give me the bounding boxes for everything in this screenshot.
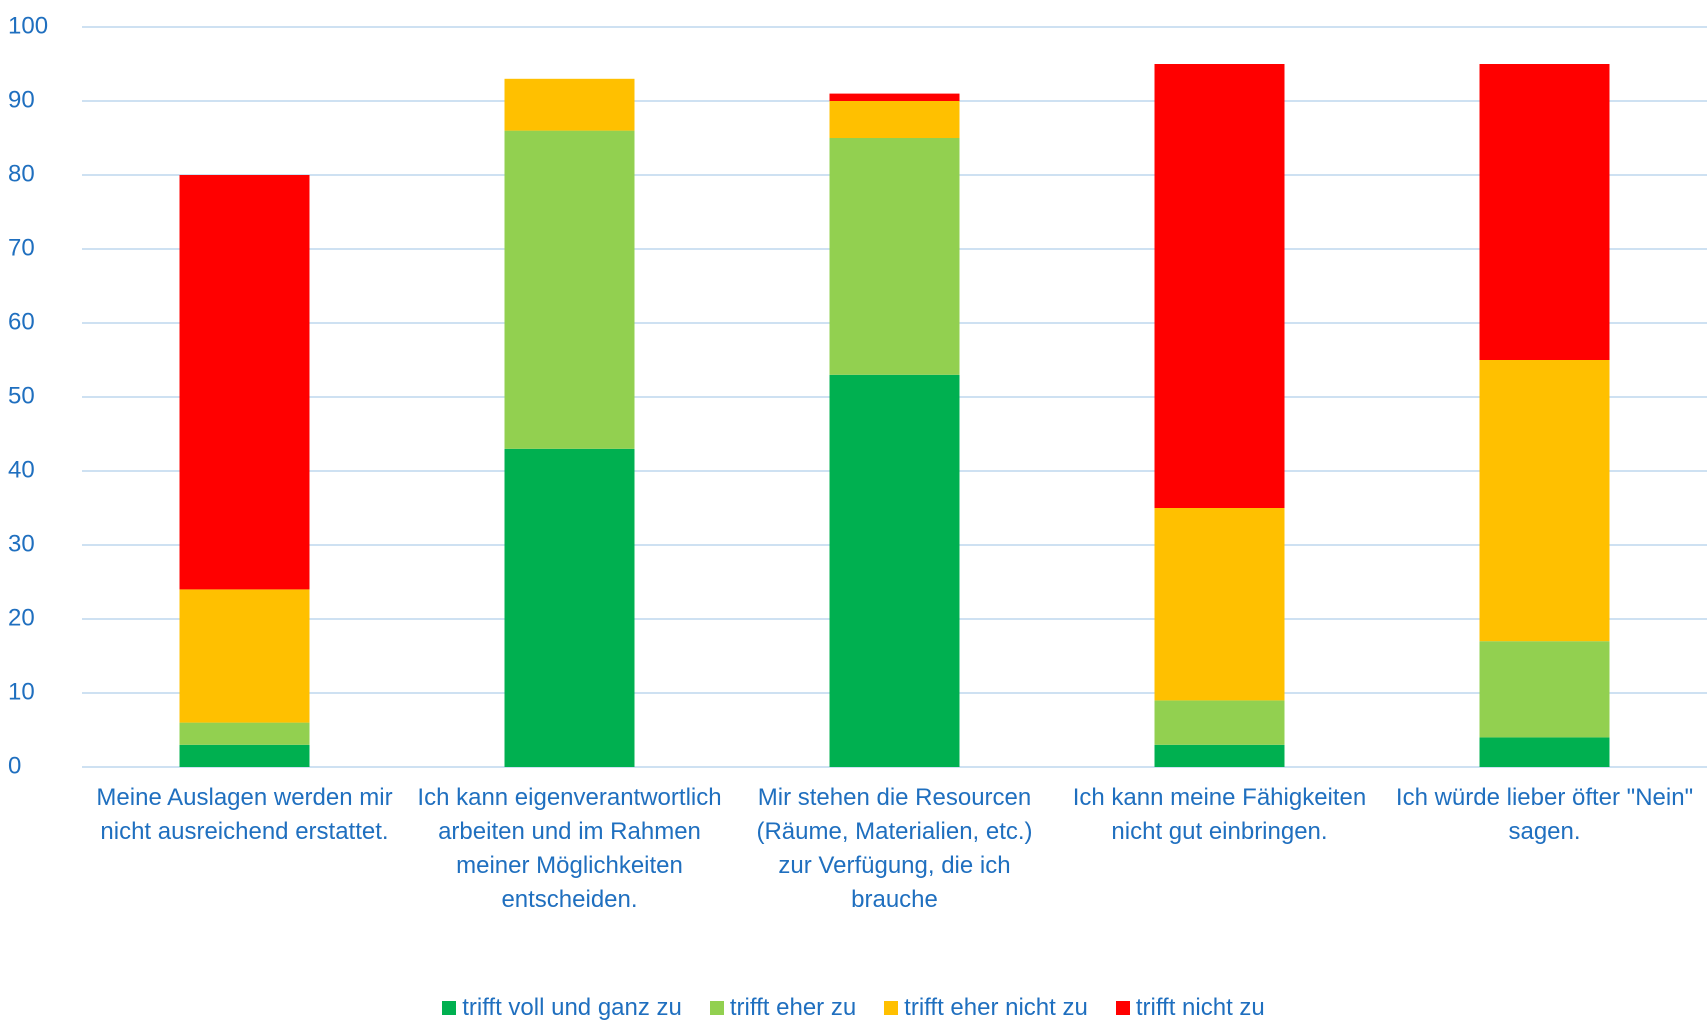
y-tick-label: 0 — [8, 752, 21, 779]
bar-segment — [1479, 64, 1610, 360]
y-tick-label: 50 — [8, 382, 35, 409]
bar-segment — [829, 93, 960, 101]
bar-segment — [504, 448, 635, 767]
bar-segment — [1479, 737, 1610, 767]
y-tick-label: 40 — [8, 456, 35, 483]
bar-segment — [1154, 744, 1285, 767]
x-tick-label: Ich würde lieber öfter "Nein" sagen. — [1395, 784, 1694, 845]
legend-label: trifft eher nicht zu — [904, 994, 1088, 1021]
x-tick-label: Meine Auslagen werden mir nicht ausreich… — [96, 784, 393, 845]
bar-segment — [1154, 508, 1285, 701]
legend-swatch — [1115, 1001, 1130, 1015]
y-tick-label: 100 — [8, 12, 48, 39]
legend-swatch — [709, 1001, 724, 1015]
legend-item: trifft nicht zu — [1115, 994, 1265, 1022]
legend-item: trifft voll und ganz zu — [442, 994, 682, 1022]
bar-segment — [829, 374, 960, 767]
bar-segment — [504, 78, 635, 131]
bar-segment — [1154, 64, 1285, 508]
y-tick-label: 10 — [8, 678, 35, 705]
x-tick-label: Ich kann meine Fähigkeiten nicht gut ein… — [1072, 784, 1367, 845]
legend-item: trifft eher zu — [709, 994, 857, 1022]
legend-item: trifft eher nicht zu — [884, 994, 1088, 1022]
bar-segment — [829, 138, 960, 375]
legend-swatch — [884, 1001, 899, 1015]
bar-segment — [1479, 360, 1610, 642]
bar-segment — [179, 744, 310, 767]
bar-segment — [1154, 700, 1285, 745]
legend-swatch — [442, 1001, 457, 1015]
bar-segment — [504, 130, 635, 449]
y-tick-label: 70 — [8, 234, 35, 261]
x-tick-label: Mir stehen die Resourcen (Räume, Materia… — [756, 784, 1033, 913]
legend: trifft voll und ganz zu trifft eher zu tri… — [0, 994, 1707, 1022]
bar-segment — [179, 589, 310, 723]
y-tick-label: 30 — [8, 530, 35, 557]
y-tick-label: 60 — [8, 308, 35, 335]
bar-segment — [179, 722, 310, 745]
y-tick-label: 20 — [8, 604, 35, 631]
y-tick-label: 90 — [8, 86, 35, 113]
legend-label: trifft nicht zu — [1135, 994, 1265, 1021]
y-tick-label: 80 — [8, 160, 35, 187]
legend-label: trifft eher zu — [729, 994, 857, 1021]
x-tick-label: Ich kann eigenverantwortlich arbeiten un… — [417, 784, 722, 913]
bar-segment — [829, 101, 960, 138]
legend-label: trifft voll und ganz zu — [462, 994, 682, 1021]
bar-segment — [179, 175, 310, 590]
bar-segment — [1479, 641, 1610, 738]
